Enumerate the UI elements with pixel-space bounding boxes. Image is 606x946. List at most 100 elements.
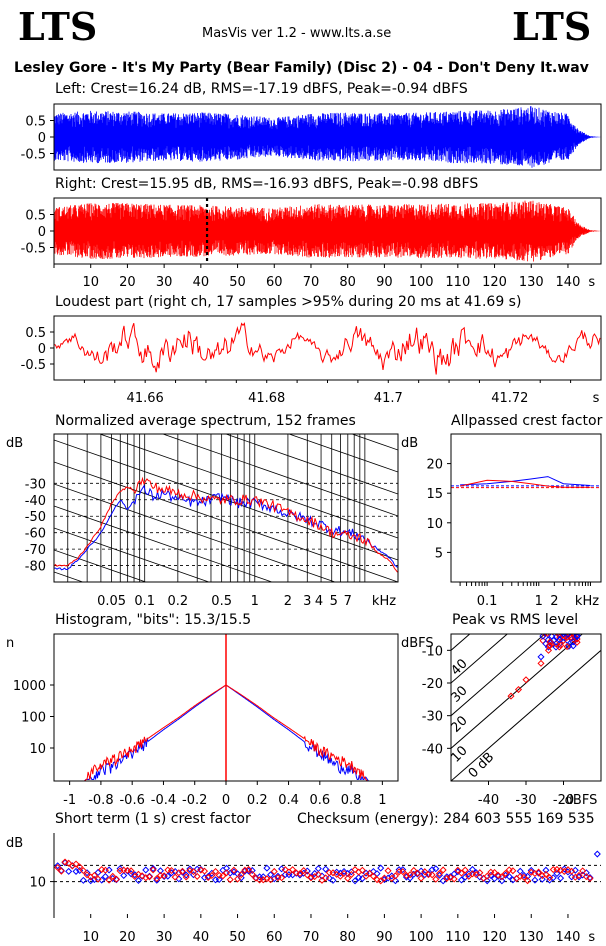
loudest-xtick-label: s <box>593 391 600 406</box>
time-tick-label: 30 <box>156 275 173 290</box>
crest-point-right <box>200 867 209 875</box>
crest-xtick-label: 100 <box>409 930 434 945</box>
crest-xtick-label: 60 <box>266 930 283 945</box>
peakrms-cluster-point <box>565 642 573 650</box>
crest-point-right <box>76 863 84 871</box>
allpass-ylabel: dB <box>401 436 418 451</box>
spectrum-grid-group <box>54 286 398 582</box>
crest-point-left <box>373 870 381 878</box>
spectrum-slope <box>54 505 274 582</box>
spectrum-slope <box>54 286 398 406</box>
crest-point-right <box>344 874 352 882</box>
allpass-xtick-label: kHz <box>575 594 599 609</box>
peakrms-group <box>451 625 601 781</box>
crest-point-right <box>347 871 355 879</box>
peakrms-cluster-point <box>573 638 581 646</box>
peakrms-cluster-point <box>563 643 571 651</box>
crest-point-right <box>535 868 543 876</box>
allpass-series-left <box>460 476 591 486</box>
crest-point-right <box>127 867 135 875</box>
histogram-ytick-label: 100 <box>21 711 46 726</box>
crest-point-left <box>439 877 447 885</box>
crest-point-right <box>358 866 366 874</box>
time-tick-label: 90 <box>376 275 393 290</box>
crest-point-left <box>527 866 535 874</box>
histogram-xtick-label: -1 <box>63 793 76 808</box>
peakrms-cluster-point <box>569 642 577 650</box>
crest-point-right <box>454 866 462 874</box>
crest-point-right <box>586 874 594 883</box>
histogram-xtick-label: 0.6 <box>309 793 330 808</box>
crest-point-right <box>413 869 421 877</box>
crest-point-left <box>498 877 506 885</box>
loudest-ytick-label: 0 <box>38 342 46 357</box>
left-waveform-ytick-label: -0.5 <box>21 148 46 163</box>
crest-point-right <box>189 868 198 876</box>
crest-point-right <box>90 871 98 879</box>
spectrum-ytick-label: -30 <box>25 477 46 492</box>
crest-point-right <box>230 866 238 874</box>
crest-point-right <box>579 867 587 875</box>
crest-point-left <box>314 865 322 873</box>
crest-point-right <box>428 871 436 879</box>
left-waveform-group <box>54 106 601 168</box>
peakrms-point-right <box>522 676 530 684</box>
histogram-xtick-label: -0.2 <box>182 793 207 808</box>
crest-point-left <box>134 876 142 884</box>
crest-point-right <box>314 870 322 879</box>
crest-xtick-label: 110 <box>445 930 470 945</box>
right-waveform-group <box>54 200 601 262</box>
peakrms-cluster-point <box>550 625 556 631</box>
crest-point-left <box>156 867 164 875</box>
spectrum-slope <box>161 434 398 517</box>
crest-point-right <box>278 874 286 882</box>
crest-point-right <box>384 867 392 875</box>
crest-point-right <box>336 872 344 880</box>
crest-point-left <box>65 867 73 875</box>
peakrms-cluster-point <box>573 634 581 641</box>
time-tick-label: 140 <box>556 275 581 290</box>
allpass-panel-title: Allpassed crest factor <box>451 413 603 429</box>
peakrms-cluster-point <box>564 634 572 638</box>
time-tick-label: 10 <box>82 275 99 290</box>
histogram-series-right <box>83 684 369 781</box>
peakrms-cluster-point <box>541 634 549 638</box>
crest-point-right <box>380 874 388 882</box>
crest-point-left <box>329 876 337 884</box>
allpass-ytick-label: 20 <box>426 458 443 473</box>
crest-point-left <box>79 876 87 884</box>
crest-point-left <box>468 865 477 874</box>
crest-point-right <box>509 867 517 875</box>
allpass-series-right <box>459 479 591 488</box>
time-tick-label: s <box>588 275 595 290</box>
peakrms-diagonal-label: 10 <box>448 743 470 765</box>
file-title: Lesley Gore - It's My Party (Bear Family… <box>14 60 589 76</box>
right-waveform-trace <box>54 200 601 262</box>
histogram-ylabel: n <box>6 636 14 651</box>
crest-point-right <box>178 867 187 875</box>
peakrms-cluster-point <box>576 625 582 631</box>
spectrum-slope <box>54 527 211 582</box>
crest-point-right <box>65 859 73 867</box>
crest-point-right <box>219 872 227 880</box>
spectrum-xtick-label: 2 <box>284 594 292 609</box>
peakrms-point-right <box>537 659 545 667</box>
loudest-group <box>54 322 601 375</box>
crest-point-right <box>79 867 87 875</box>
histogram-group <box>83 684 370 781</box>
spectrum-xtick-label: 1 <box>251 594 259 609</box>
peakrms-point-right <box>563 634 571 635</box>
peakrms-point-right <box>559 634 568 635</box>
crest-point-left <box>351 877 359 885</box>
crest-xtick-label: 70 <box>303 930 320 945</box>
spectrum-ytick-label: -50 <box>25 510 46 525</box>
crest-xtick-label: 120 <box>482 930 507 945</box>
histogram-panel-title: Histogram, "bits": 15.3/15.5 <box>55 612 252 628</box>
crest-point-right <box>439 866 447 874</box>
crest-point-right <box>182 873 190 881</box>
spectrum-panel-title: Normalized average spectrum, 152 frames <box>55 413 356 429</box>
crest-point-right <box>322 874 330 882</box>
crest-point-left <box>542 866 550 874</box>
crest-point-right <box>549 866 557 874</box>
crest-outlier <box>593 850 601 858</box>
